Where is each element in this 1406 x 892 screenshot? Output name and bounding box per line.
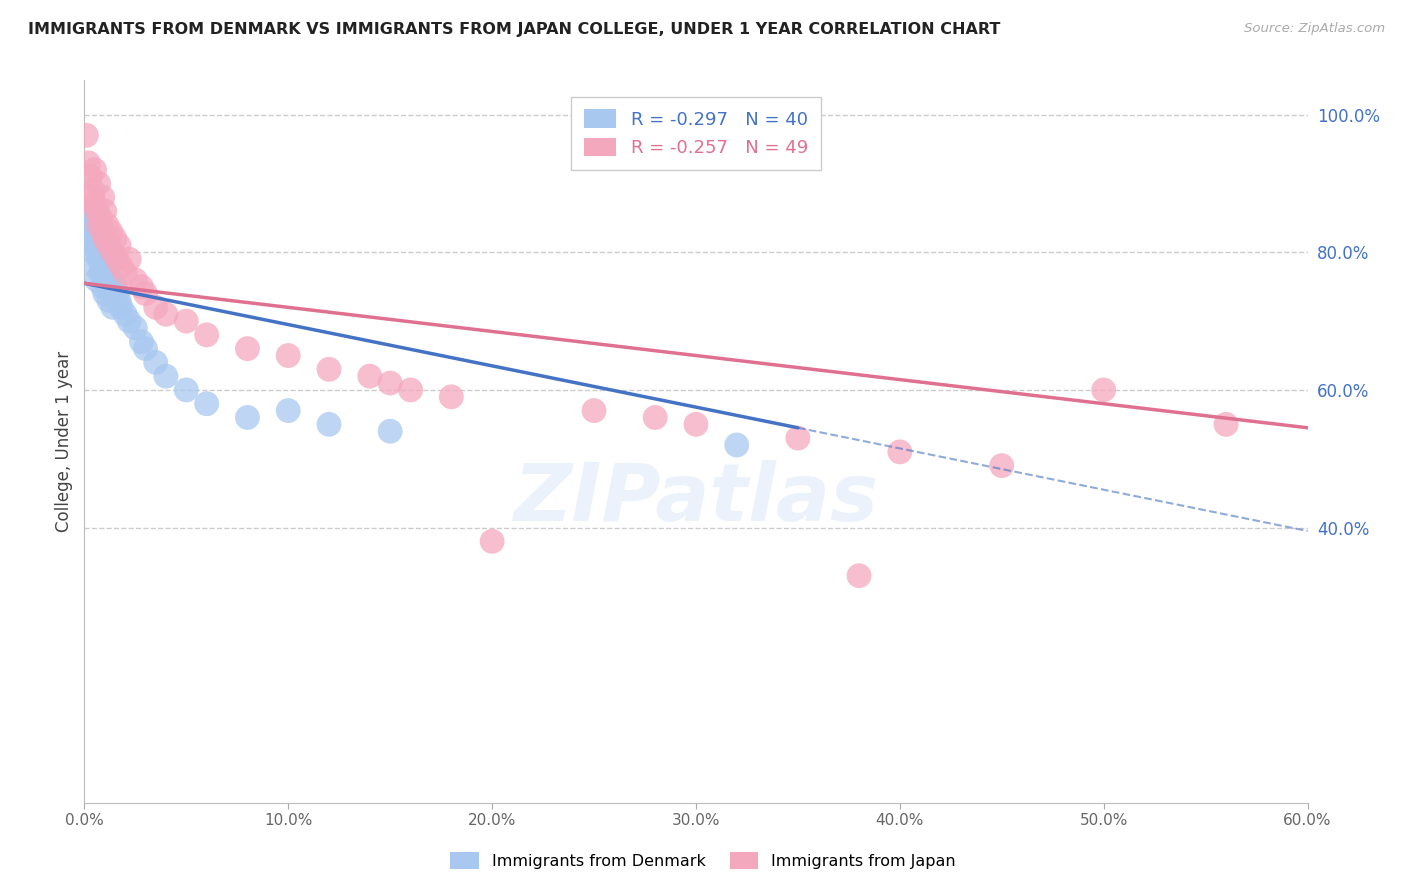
Point: [90, 211, 112, 225]
Point: [87, 218, 110, 232]
Point: [93, 231, 115, 245]
Point: [75, 218, 97, 232]
Point: [481, 534, 503, 549]
Point: [135, 286, 157, 301]
Point: [83, 162, 105, 177]
Point: [145, 355, 167, 369]
Point: [75, 128, 97, 143]
Point: [105, 252, 128, 267]
Point: [318, 417, 340, 432]
Point: [685, 417, 707, 432]
Point: [93, 204, 115, 219]
Point: [104, 231, 127, 245]
Point: [108, 293, 131, 308]
Point: [87, 177, 110, 191]
Point: [91, 190, 114, 204]
Legend: Immigrants from Denmark, Immigrants from Japan: Immigrants from Denmark, Immigrants from…: [444, 846, 962, 875]
Point: [583, 403, 606, 417]
Point: [82, 238, 104, 252]
Point: [87, 218, 110, 232]
Text: ZIPatlas: ZIPatlas: [513, 460, 879, 539]
Point: [82, 190, 104, 204]
Point: [114, 307, 136, 321]
Point: [195, 397, 218, 411]
Point: [100, 273, 122, 287]
Point: [991, 458, 1014, 473]
Point: [96, 218, 118, 232]
Point: [101, 245, 124, 260]
Point: [91, 238, 114, 252]
Point: [1092, 383, 1115, 397]
Point: [108, 238, 131, 252]
Point: [83, 245, 105, 260]
Point: [131, 279, 153, 293]
Point: [124, 273, 146, 287]
Text: IMMIGRANTS FROM DENMARK VS IMMIGRANTS FROM JAPAN COLLEGE, UNDER 1 YEAR CORRELATI: IMMIGRANTS FROM DENMARK VS IMMIGRANTS FR…: [28, 22, 1001, 37]
Point: [236, 342, 259, 356]
Point: [97, 293, 120, 308]
Point: [93, 286, 115, 301]
Point: [787, 431, 810, 445]
Point: [90, 225, 112, 239]
Point: [1215, 417, 1237, 432]
Point: [97, 238, 120, 252]
Point: [79, 204, 101, 219]
Point: [86, 204, 108, 219]
Point: [145, 301, 167, 315]
Point: [86, 231, 108, 245]
Point: [77, 156, 100, 170]
Point: [399, 383, 422, 397]
Point: [83, 197, 105, 211]
Point: [195, 327, 218, 342]
Point: [77, 231, 100, 245]
Point: [83, 259, 105, 273]
Point: [90, 266, 112, 280]
Point: [155, 369, 177, 384]
Point: [91, 225, 114, 239]
Point: [174, 383, 197, 397]
Point: [889, 445, 911, 459]
Point: [86, 273, 108, 287]
Point: [96, 259, 118, 273]
Point: [318, 362, 340, 376]
Point: [110, 301, 132, 315]
Point: [87, 252, 110, 267]
Point: [91, 279, 114, 293]
Point: [725, 438, 748, 452]
Point: [110, 259, 132, 273]
Point: [82, 211, 104, 225]
Point: [131, 334, 153, 349]
Point: [135, 342, 157, 356]
Point: [118, 252, 141, 267]
Point: [100, 225, 122, 239]
Point: [105, 286, 128, 301]
Point: [79, 225, 101, 239]
Point: [82, 183, 104, 197]
Legend: R = -0.297   N = 40, R = -0.257   N = 49: R = -0.297 N = 40, R = -0.257 N = 49: [571, 96, 821, 169]
Point: [93, 273, 115, 287]
Point: [277, 349, 299, 363]
Point: [124, 321, 146, 335]
Point: [155, 307, 177, 321]
Point: [104, 279, 127, 293]
Y-axis label: College, Under 1 year: College, Under 1 year: [55, 351, 73, 533]
Point: [236, 410, 259, 425]
Point: [380, 376, 402, 390]
Point: [848, 568, 870, 582]
Point: [118, 314, 141, 328]
Point: [380, 424, 402, 438]
Point: [359, 369, 381, 384]
Text: Source: ZipAtlas.com: Source: ZipAtlas.com: [1244, 22, 1385, 36]
Point: [101, 301, 124, 315]
Point: [114, 266, 136, 280]
Point: [174, 314, 197, 328]
Point: [644, 410, 666, 425]
Point: [277, 403, 299, 417]
Point: [440, 390, 463, 404]
Point: [79, 169, 101, 184]
